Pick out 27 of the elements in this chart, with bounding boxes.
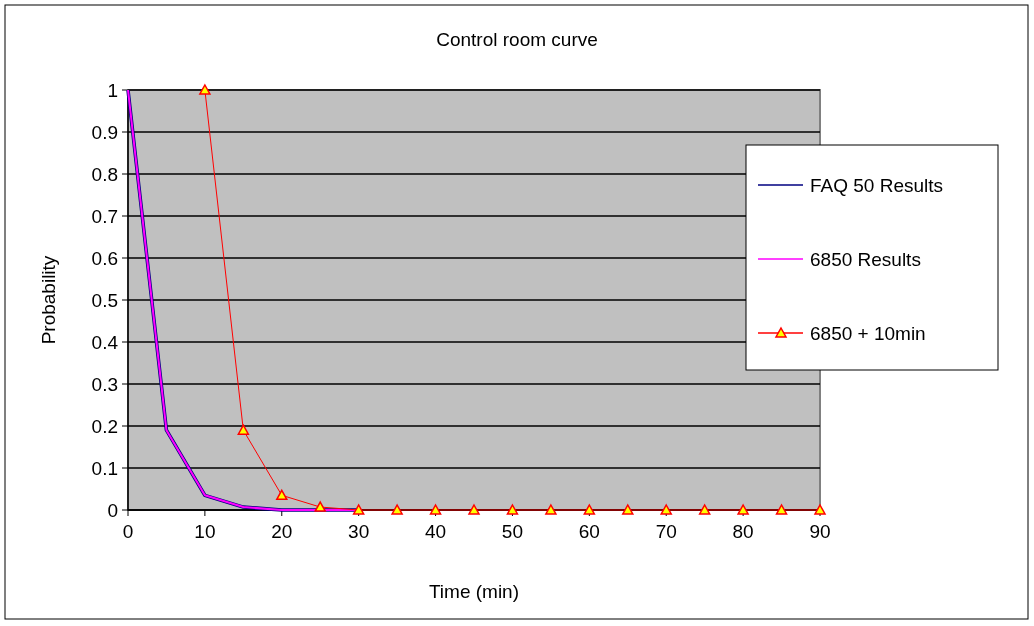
x-axis-title: Time (min) xyxy=(428,581,520,602)
y-tick-label: 0.4 xyxy=(91,331,119,353)
y-tick-label: 1 xyxy=(107,79,118,101)
x-tick-label: 90 xyxy=(809,521,831,542)
x-tick-label: 50 xyxy=(501,521,524,542)
y-tick-label: 0.8 xyxy=(91,163,118,185)
x-tick-label: 60 xyxy=(578,521,600,542)
x-tick-label: 80 xyxy=(732,521,754,542)
x-tick-label: 70 xyxy=(655,521,677,542)
legend-label: 6850 + 10min xyxy=(810,322,926,344)
y-tick-label: 0.5 xyxy=(91,289,118,311)
x-tick-label: 10 xyxy=(194,521,216,542)
y-axis-title: Probability xyxy=(38,255,59,345)
y-tick-label: 0 xyxy=(107,499,118,521)
y-tick-label: 0.2 xyxy=(91,415,118,437)
x-tick-label: 20 xyxy=(271,521,293,542)
legend-label: 6850 Results xyxy=(810,248,921,270)
x-tick-label: 40 xyxy=(424,521,447,542)
legend-label: FAQ 50 Results xyxy=(810,174,944,196)
y-tick-label: 0.7 xyxy=(91,205,118,227)
y-tick-label: 0.3 xyxy=(91,373,118,395)
y-tick-label: 0.6 xyxy=(91,247,118,269)
x-tick-label: 30 xyxy=(348,521,370,542)
chart-title: Control room curve xyxy=(436,29,598,50)
x-tick-label: 0 xyxy=(122,521,134,542)
y-tick-label: 0.9 xyxy=(91,121,118,143)
y-tick-label: 0.1 xyxy=(91,457,118,479)
